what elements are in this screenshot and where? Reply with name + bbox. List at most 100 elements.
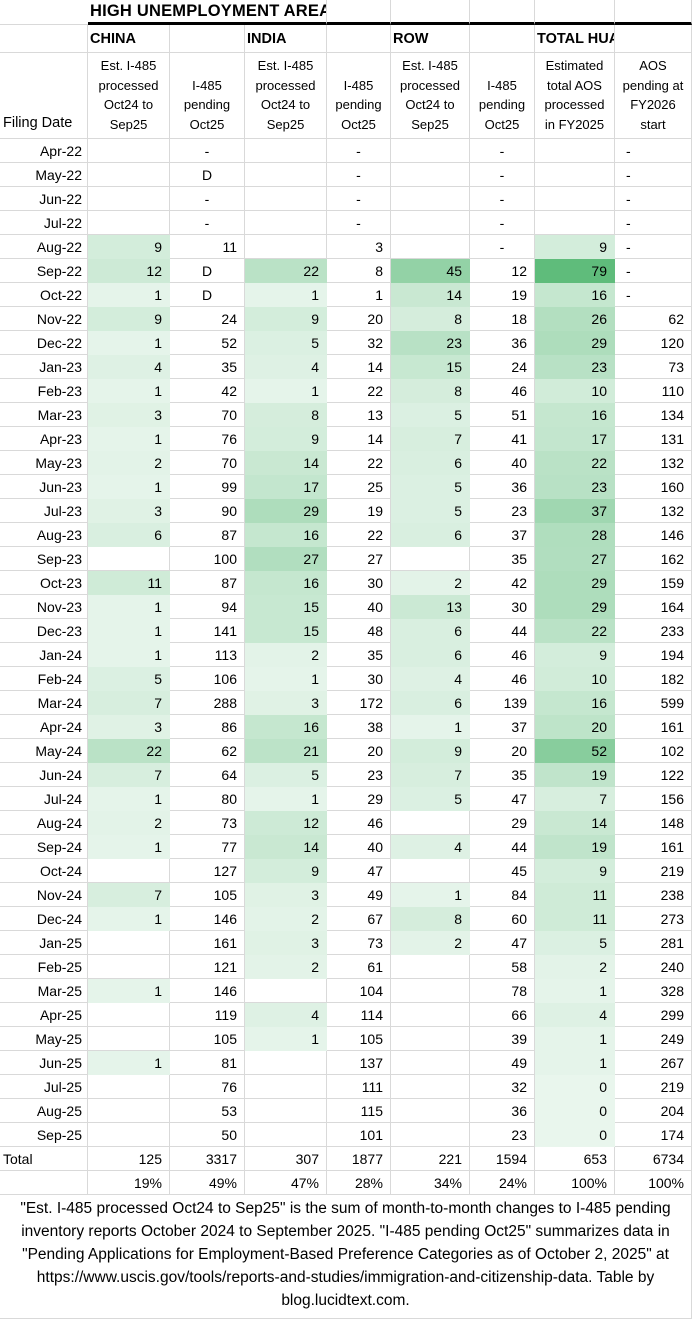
col-header-aos-pending: AOS pending at FY2026 start bbox=[615, 53, 692, 139]
table-row: May-25 105 1 105 39 1 249 bbox=[0, 1027, 692, 1051]
filing-date-cell: Jun-23 bbox=[0, 475, 88, 499]
india-pending-cell: 29 bbox=[327, 787, 391, 811]
title-spacer bbox=[391, 0, 470, 25]
title-spacer bbox=[470, 0, 535, 25]
india-est-cell: 14 bbox=[245, 835, 327, 859]
china-est-cell: 1 bbox=[88, 907, 170, 931]
china-est-cell: 7 bbox=[88, 691, 170, 715]
filing-date-cell: Dec-23 bbox=[0, 619, 88, 643]
aos-pending-cell: - bbox=[615, 139, 692, 163]
row-pending-cell: 60 bbox=[470, 907, 535, 931]
india-est-cell: 16 bbox=[245, 571, 327, 595]
india-pending-cell: 73 bbox=[327, 931, 391, 955]
aos-pending-cell: 132 bbox=[615, 499, 692, 523]
filing-date-cell: Jul-25 bbox=[0, 1075, 88, 1099]
filing-date-cell: Jun-22 bbox=[0, 187, 88, 211]
total-hua-cell: 29 bbox=[535, 571, 615, 595]
table-row: Jun-23 1 99 17 25 5 36 23 160 bbox=[0, 475, 692, 499]
row-est-cell bbox=[391, 547, 470, 571]
filing-date-cell: Jul-23 bbox=[0, 499, 88, 523]
china-est-cell: 7 bbox=[88, 883, 170, 907]
table-row: Dec-23 1 141 15 48 6 44 22 233 bbox=[0, 619, 692, 643]
group-label-total-hua: TOTAL HUA bbox=[535, 25, 615, 53]
total-hua-cell: 22 bbox=[535, 451, 615, 475]
india-est-cell: 15 bbox=[245, 619, 327, 643]
total-hua-cell: 7 bbox=[535, 787, 615, 811]
china-est-cell: 3 bbox=[88, 499, 170, 523]
china-est-cell bbox=[88, 1123, 170, 1147]
china-est-cell: 1 bbox=[88, 979, 170, 1003]
china-est-cell: 1 bbox=[88, 643, 170, 667]
row-est-cell: 8 bbox=[391, 907, 470, 931]
total-label-cell: Total bbox=[0, 1147, 88, 1171]
aos-pending-cell: 161 bbox=[615, 715, 692, 739]
row-est-cell: 6 bbox=[391, 691, 470, 715]
china-pending-cell: 87 bbox=[170, 523, 245, 547]
filing-date-cell: Oct-22 bbox=[0, 283, 88, 307]
india-est-cell: 8 bbox=[245, 403, 327, 427]
group-label-india: INDIA bbox=[245, 25, 327, 53]
percent-spacer-cell bbox=[0, 1171, 88, 1195]
total-hua-cell bbox=[535, 211, 615, 235]
table-row: Nov-22 9 24 9 20 8 18 26 62 bbox=[0, 307, 692, 331]
filing-date-cell: Feb-24 bbox=[0, 667, 88, 691]
footnote: "Est. I-485 processed Oct24 to Sep25" is… bbox=[0, 1195, 692, 1319]
row-est-cell bbox=[391, 139, 470, 163]
col-header-india-pending: I-485 pending Oct25 bbox=[327, 53, 391, 139]
china-pending-cell: 119 bbox=[170, 1003, 245, 1027]
filing-date-cell: Jul-22 bbox=[0, 211, 88, 235]
row-est-cell: 8 bbox=[391, 307, 470, 331]
row-est-cell: 45 bbox=[391, 259, 470, 283]
china-pending-cell: - bbox=[170, 187, 245, 211]
filing-date-cell: Jun-24 bbox=[0, 763, 88, 787]
india-est-cell: 1 bbox=[245, 667, 327, 691]
row-est-cell bbox=[391, 1075, 470, 1099]
india-pending-cell: 3 bbox=[327, 235, 391, 259]
india-est-cell bbox=[245, 1099, 327, 1123]
total-hua-cell bbox=[535, 139, 615, 163]
group-label-row: ROW bbox=[391, 25, 470, 53]
table-row: Oct-24 127 9 47 45 9 219 bbox=[0, 859, 692, 883]
row-pending-cell: 19 bbox=[470, 283, 535, 307]
aos-pending-cell: 194 bbox=[615, 643, 692, 667]
row-est-cell: 15 bbox=[391, 355, 470, 379]
row-est-cell: 5 bbox=[391, 787, 470, 811]
china-pending-cell: 77 bbox=[170, 835, 245, 859]
india-est-cell: 29 bbox=[245, 499, 327, 523]
total-hua-cell: 16 bbox=[535, 691, 615, 715]
row-est-cell: 2 bbox=[391, 931, 470, 955]
table-row: Jul-22 - - - - bbox=[0, 211, 692, 235]
table-row: Aug-23 6 87 16 22 6 37 28 146 bbox=[0, 523, 692, 547]
india-est-cell: 14 bbox=[245, 451, 327, 475]
total-hua-cell bbox=[535, 163, 615, 187]
row-pending-cell: 78 bbox=[470, 979, 535, 1003]
total-hua-cell: 1 bbox=[535, 1051, 615, 1075]
group-label-china: CHINA bbox=[88, 25, 170, 53]
india-est-cell bbox=[245, 1123, 327, 1147]
india-est-cell: 9 bbox=[245, 427, 327, 451]
row-pending-cell: 20 bbox=[470, 739, 535, 763]
total-hua-cell: 17 bbox=[535, 427, 615, 451]
china-est-cell bbox=[88, 1099, 170, 1123]
filing-date-cell: Aug-24 bbox=[0, 811, 88, 835]
row-est-cell: 6 bbox=[391, 643, 470, 667]
row-est-cell: 7 bbox=[391, 763, 470, 787]
china-pending-cell: 127 bbox=[170, 859, 245, 883]
table-row: Jun-22 - - - - bbox=[0, 187, 692, 211]
total-hua-cell: 9 bbox=[535, 643, 615, 667]
aos-pending-cell: 240 bbox=[615, 955, 692, 979]
row-pending-cell: 35 bbox=[470, 547, 535, 571]
total-hua-cell: 20 bbox=[535, 715, 615, 739]
aos-pending-cell: 120 bbox=[615, 331, 692, 355]
total-hua-cell: 37 bbox=[535, 499, 615, 523]
india-pending-cell: 14 bbox=[327, 427, 391, 451]
aos-pending-cell: - bbox=[615, 163, 692, 187]
aos-pending-cell: - bbox=[615, 283, 692, 307]
row-est-cell: 9 bbox=[391, 739, 470, 763]
india-pending-cell: 22 bbox=[327, 379, 391, 403]
filing-date-cell: Nov-24 bbox=[0, 883, 88, 907]
total-hua-cell: 16 bbox=[535, 403, 615, 427]
aos-pending-cell: 267 bbox=[615, 1051, 692, 1075]
filing-date-cell: Apr-23 bbox=[0, 427, 88, 451]
filing-date-cell: Dec-22 bbox=[0, 331, 88, 355]
